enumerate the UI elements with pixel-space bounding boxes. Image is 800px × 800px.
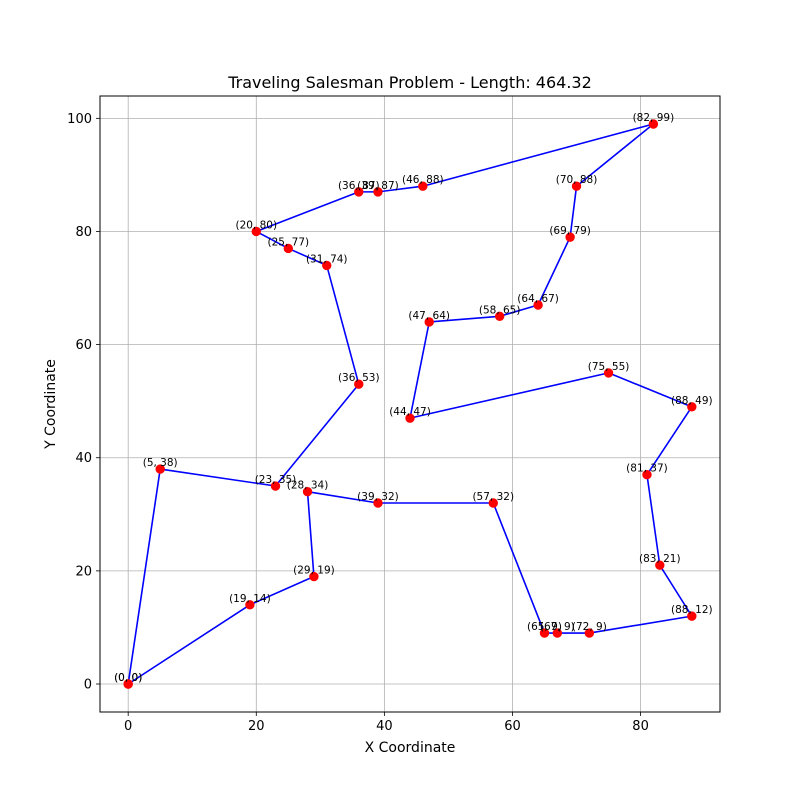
city-labels: (0, 0) (19, 14) (29, 19) (28, 34) (39, 32) (5… (114, 112, 713, 684)
x-axis-label: X Coordinate (365, 740, 456, 756)
city-label: (31, 74) (306, 253, 348, 265)
city-point (354, 187, 364, 197)
city-label: (20, 80) (235, 219, 277, 231)
city-label: (64, 67) (517, 293, 559, 305)
city-point (642, 470, 652, 480)
city-point (123, 679, 133, 689)
y-tick-label: 40 (75, 451, 92, 466)
city-point (283, 243, 294, 254)
x-tick-label: 60 (504, 719, 521, 734)
city-point (245, 600, 255, 610)
city-point (405, 413, 415, 423)
city-label: (29, 19) (293, 565, 335, 577)
city-label: (5, 38) (143, 457, 178, 469)
city-point (539, 628, 550, 638)
plot-frame (99, 95, 721, 713)
city-point (302, 486, 313, 497)
city-label: (57, 32) (472, 491, 514, 503)
city-point (533, 300, 543, 310)
city-points (123, 119, 697, 689)
city-point (687, 402, 697, 412)
city-point (418, 181, 428, 191)
city-label: (70, 88) (556, 174, 598, 186)
x-tick-label: 20 (248, 719, 265, 734)
x-tick-label: 80 (632, 719, 649, 734)
city-point (494, 311, 505, 322)
city-point (309, 571, 319, 582)
city-point (354, 379, 364, 389)
grid (100, 96, 720, 712)
city-point (687, 611, 697, 621)
city-point (603, 368, 614, 378)
city-label: (69, 79) (549, 225, 591, 237)
city-point (322, 260, 332, 271)
city-point (424, 317, 434, 327)
city-label: (47, 64) (408, 310, 450, 322)
city-point (155, 464, 165, 474)
city-label: (82, 99) (633, 112, 675, 124)
city-label: (39, 87) (357, 180, 399, 192)
city-label: (0, 0) (114, 672, 142, 684)
y-tick-label: 0 (84, 678, 92, 693)
city-point (373, 187, 383, 197)
city-point (373, 498, 383, 508)
city-label: (39, 32) (357, 491, 399, 503)
city-point (571, 181, 582, 191)
city-label: (75, 55) (588, 361, 630, 373)
city-label: (65, 9) (527, 621, 562, 633)
city-label: (25, 77) (268, 236, 310, 248)
city-label: (72, 9) (572, 621, 607, 633)
city-point (565, 232, 575, 242)
city-point (251, 226, 261, 237)
city-point (584, 628, 595, 638)
city-point (648, 119, 659, 129)
x-tick-label: 0 (124, 719, 132, 734)
city-label: (88, 12) (671, 604, 713, 616)
y-tick-label: 20 (75, 564, 92, 579)
city-point (270, 481, 281, 491)
y-tick-label: 80 (75, 225, 92, 240)
city-point (488, 498, 498, 508)
city-point (655, 560, 665, 570)
city-label: (46, 88) (402, 174, 444, 186)
city-label: (81, 37) (626, 463, 668, 475)
x-axis-ticks: 0 20 40 60 80 (124, 712, 649, 734)
city-label: (19, 14) (229, 593, 271, 605)
city-label: (88, 49) (671, 395, 713, 407)
chart-title: Traveling Salesman Problem - Length: 464… (227, 73, 592, 92)
x-tick-label: 40 (376, 719, 393, 734)
y-axis-label: Y Coordinate (43, 359, 59, 450)
city-label: (36, 53) (338, 372, 380, 384)
y-tick-label: 100 (67, 112, 92, 127)
city-label: (67, 9) (540, 621, 575, 633)
city-label: (83, 21) (639, 553, 681, 565)
city-label: (23, 35) (255, 474, 297, 486)
y-tick-label: 60 (75, 338, 92, 353)
city-label: (58, 65) (479, 304, 521, 316)
city-point (552, 628, 563, 638)
city-label: (0, 0) (114, 672, 142, 684)
y-axis-ticks: 0 20 40 60 80 100 (67, 112, 100, 693)
city-label: (36, 87) (338, 180, 380, 192)
city-label: (44, 47) (389, 406, 431, 418)
city-label: (28, 34) (287, 480, 329, 492)
